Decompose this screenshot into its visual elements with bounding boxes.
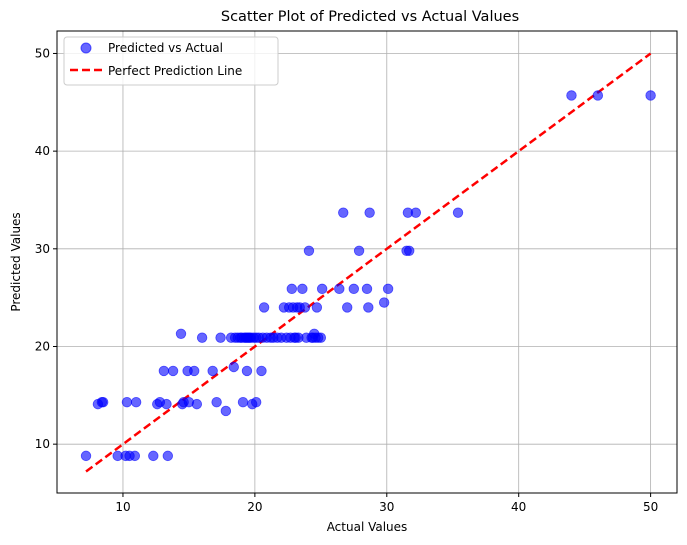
scatter-point [315,332,327,343]
legend-label-line: Perfect Prediction Line [108,64,242,78]
scatter-point [191,398,203,410]
x-axis-ticks: 10 20 30 40 50 [115,493,658,514]
scatter-point [353,245,365,256]
scatter-point [158,365,170,377]
scatter-point [382,283,394,295]
scatter-point [162,450,174,462]
x-tick-label: 10 [115,500,130,514]
scatter-point [207,365,218,377]
plot-frame [56,30,678,494]
scatter-point [175,328,187,339]
scatter-point [311,302,323,313]
scatter-point [211,396,222,408]
y-tick-label: 40 [35,144,50,158]
y-axis-label: Predicted Values [9,212,23,311]
scatter-point [196,332,208,343]
scatter-point [342,302,353,313]
legend-marker-scatter [80,42,92,54]
scatter-point [256,365,267,377]
x-tick-label: 40 [511,500,526,514]
y-tick-label: 50 [35,46,50,60]
legend-box [63,36,279,86]
scatter-point [250,396,262,408]
chart-title: Scatter Plot of Predicted vs Actual Valu… [221,9,519,25]
scatter-point [237,396,249,408]
x-tick-label: 30 [379,500,394,514]
scatter-point [161,398,172,410]
scatter-points [80,90,656,462]
scatter-point [241,365,253,377]
scatter-point [228,361,239,373]
scatter-point [348,283,360,295]
scatter-point [80,450,92,462]
scatter-point [148,450,159,462]
grid-lines [57,31,677,493]
scatter-point [378,297,390,308]
scatter-point [303,245,315,256]
scatter-point [220,405,232,417]
scatter-point [404,245,415,256]
x-tick-label: 20 [247,500,262,514]
prediction-line-layer [85,52,652,473]
scatter-point [97,396,109,408]
scatter-point [258,302,270,313]
scatter-point [286,283,298,295]
scatter-point [188,365,200,377]
scatter-point [645,90,656,101]
scatter-point [316,283,328,295]
scatter-point [297,283,308,295]
legend: Predicted vs Actual Perfect Prediction L… [63,36,279,86]
scatter-point [410,207,422,218]
x-axis-label: Actual Values [327,520,408,534]
scatter-point [299,302,311,313]
scatter-point [130,396,142,408]
scatter-point [334,283,345,295]
scatter-point [361,283,373,295]
legend-label-scatter: Predicted vs Actual [108,41,223,55]
perfect-prediction-line [85,52,652,473]
scatter-point [167,365,179,377]
y-tick-label: 30 [35,242,50,256]
x-tick-label: 50 [643,500,658,514]
scatter-point [129,450,141,462]
y-tick-label: 20 [35,339,50,353]
scatter-point [592,90,604,101]
scatter-point [215,332,226,343]
scatter-point [364,207,375,218]
scatter-point [363,302,374,313]
y-axis-ticks: 10 20 30 40 50 [35,46,57,451]
y-tick-label: 10 [35,437,50,451]
scatter-point [338,207,349,218]
scatter-point [452,207,464,218]
scatter-point [121,396,133,408]
scatter-point [566,90,577,101]
